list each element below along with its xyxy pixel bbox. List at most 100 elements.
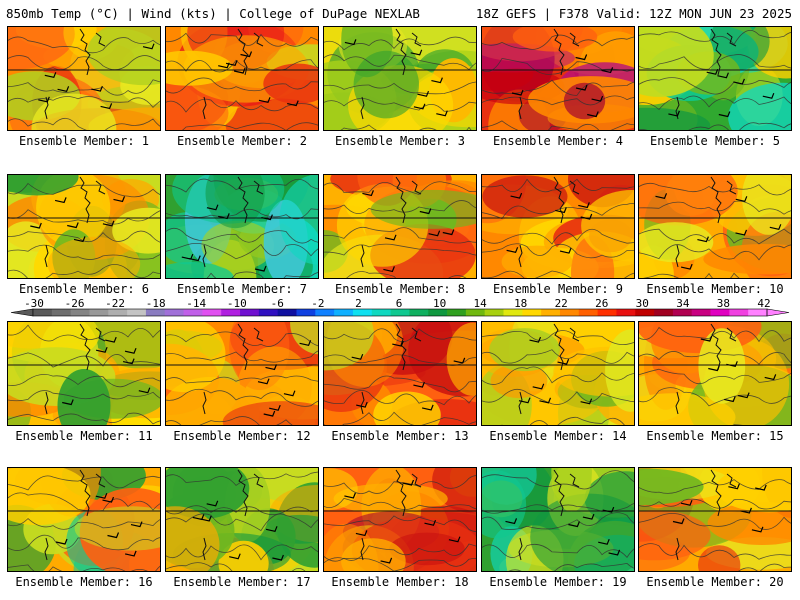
ensemble-map-20 bbox=[638, 467, 792, 572]
colorbar-max-arrow bbox=[766, 308, 790, 317]
height-contour bbox=[482, 330, 634, 345]
wind-barb bbox=[362, 190, 374, 197]
height-contour bbox=[482, 270, 634, 278]
coastline bbox=[202, 28, 264, 120]
wind-barb bbox=[410, 49, 423, 56]
wind-barb bbox=[218, 213, 230, 220]
height-contour bbox=[166, 208, 318, 220]
coastline bbox=[675, 28, 737, 120]
wind-barb bbox=[181, 253, 194, 260]
height-contour bbox=[639, 244, 791, 261]
height-contour bbox=[181, 122, 318, 130]
wind-barb bbox=[587, 111, 599, 118]
wind-barb bbox=[258, 97, 271, 103]
height-contour bbox=[166, 544, 318, 561]
height-contour bbox=[639, 326, 791, 343]
wind-barb bbox=[402, 479, 415, 486]
height-contour bbox=[482, 95, 634, 106]
height-contour bbox=[324, 36, 476, 51]
height-contour bbox=[166, 32, 318, 47]
height-contour bbox=[482, 120, 634, 130]
run-valid-time: 18Z GEFS | F378 Valid: 12Z MON JUN 23 20… bbox=[475, 6, 792, 21]
colorbar-segment bbox=[352, 309, 373, 316]
height-contour bbox=[324, 497, 476, 510]
colorbar-segment bbox=[221, 309, 241, 316]
height-contour bbox=[639, 543, 791, 560]
temperature-region bbox=[201, 220, 274, 271]
wind-barb bbox=[257, 378, 270, 385]
coastline bbox=[675, 176, 737, 268]
wind-barb bbox=[559, 247, 572, 254]
wind-barb bbox=[344, 492, 356, 499]
wind-barb bbox=[263, 410, 276, 417]
height-contour bbox=[482, 243, 634, 259]
wind-barb bbox=[62, 399, 74, 406]
wind-barb bbox=[724, 396, 736, 403]
coastline bbox=[44, 323, 106, 415]
colorbar-segment bbox=[89, 309, 109, 316]
temperature-region bbox=[353, 50, 419, 119]
member-caption: Ensemble Member: 10 bbox=[646, 282, 784, 296]
colorbar-tick-label: 18 bbox=[514, 297, 528, 310]
height-contour bbox=[639, 29, 791, 46]
height-contour bbox=[482, 79, 634, 96]
wind-barb bbox=[272, 554, 284, 561]
temperature-region bbox=[57, 369, 111, 425]
coastline bbox=[202, 469, 264, 561]
wind-barb bbox=[413, 381, 425, 388]
temperature-region bbox=[389, 532, 465, 566]
wind-barb bbox=[384, 234, 397, 241]
height-contour bbox=[166, 513, 318, 532]
wind-barb bbox=[351, 353, 364, 360]
wind-barb bbox=[442, 229, 455, 236]
wind-barb bbox=[728, 483, 740, 490]
height-contour bbox=[166, 388, 318, 407]
wind-barb bbox=[708, 365, 720, 372]
wind-barb bbox=[225, 60, 238, 66]
member-caption: Ensemble Member: 7 bbox=[176, 282, 308, 296]
colorbar-min-arrow bbox=[10, 308, 34, 317]
temperature-region bbox=[639, 468, 704, 506]
colorbar-segment bbox=[710, 309, 730, 316]
temperature-region bbox=[490, 363, 548, 399]
wind-barb bbox=[419, 208, 432, 215]
coastline bbox=[675, 469, 737, 561]
wind-barb bbox=[735, 196, 748, 202]
temperature-region bbox=[639, 222, 714, 263]
colorbar-tick-label: 42 bbox=[757, 297, 771, 310]
ensemble-map-16 bbox=[7, 467, 161, 572]
wind-barb bbox=[598, 538, 610, 545]
colorbar-tick-label: -30 bbox=[24, 297, 44, 310]
temperature-region bbox=[639, 107, 711, 130]
member-caption: Ensemble Member: 12 bbox=[173, 429, 311, 443]
colorbar-segment bbox=[277, 309, 297, 316]
wind-barb bbox=[122, 358, 135, 365]
wind-barb bbox=[265, 364, 278, 371]
temperature-region bbox=[639, 393, 736, 425]
wind-barb bbox=[578, 202, 590, 209]
ensemble-map-4 bbox=[481, 26, 635, 131]
temperature-region bbox=[639, 175, 738, 226]
temperature-region bbox=[31, 93, 117, 130]
wind-barb bbox=[717, 72, 729, 79]
height-contour bbox=[206, 271, 318, 278]
colorbar-tick-label: 14 bbox=[473, 297, 487, 310]
wind-barb bbox=[102, 220, 115, 227]
temperature-region bbox=[742, 175, 791, 235]
member-caption: Ensemble Member: 6 bbox=[18, 282, 150, 296]
height-contour bbox=[324, 226, 476, 244]
coastline bbox=[44, 176, 106, 268]
wind-barb bbox=[751, 526, 764, 533]
temperature-region bbox=[489, 328, 560, 372]
height-contour bbox=[482, 178, 634, 193]
height-contour bbox=[8, 117, 160, 130]
height-contour bbox=[166, 227, 318, 244]
height-contour bbox=[324, 515, 476, 532]
height-contour bbox=[482, 57, 634, 75]
colorbar-segment bbox=[33, 309, 53, 316]
member-caption: Ensemble Member: 4 bbox=[492, 134, 624, 148]
wind-barb bbox=[240, 51, 253, 58]
temperature-region bbox=[482, 175, 568, 218]
height-contour bbox=[166, 505, 318, 515]
height-contour bbox=[324, 557, 476, 571]
